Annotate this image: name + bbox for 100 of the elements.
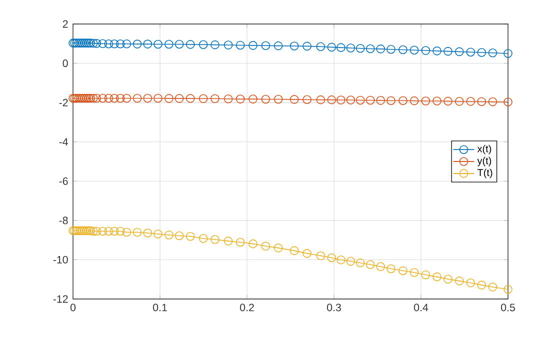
point: [154, 230, 162, 238]
point: [466, 96, 476, 106]
point: [143, 94, 152, 103]
point: [186, 40, 195, 49]
point: [488, 282, 498, 292]
point: [68, 94, 78, 103]
y-tick-label: -2: [59, 98, 68, 106]
point: [398, 96, 408, 106]
point: [504, 284, 512, 294]
point: [316, 42, 326, 51]
point: [366, 96, 375, 105]
point: [386, 264, 396, 274]
point: [88, 226, 98, 236]
point: [76, 226, 86, 236]
point: [164, 230, 174, 240]
point: [454, 47, 464, 56]
point: [198, 234, 208, 243]
point: [122, 94, 132, 103]
point: [290, 42, 299, 50]
point: [224, 236, 233, 246]
point: [210, 235, 220, 244]
point: [224, 40, 233, 50]
point: [248, 94, 258, 104]
y-tick-label: -10: [53, 256, 68, 264]
point: [376, 44, 386, 54]
point: [80, 94, 90, 103]
point: [80, 226, 90, 236]
point: [210, 40, 220, 50]
point: [356, 258, 365, 268]
point: [290, 246, 299, 256]
point: [302, 95, 312, 104]
point: [72, 226, 82, 236]
x-tick-label: 0.4: [414, 304, 428, 312]
point: [154, 40, 162, 49]
point: [174, 94, 184, 103]
point: [488, 48, 498, 58]
point: [327, 42, 336, 52]
point: [290, 95, 299, 104]
point: [72, 38, 82, 48]
point: [74, 94, 84, 103]
point: [98, 39, 108, 48]
point: [432, 96, 442, 106]
point: [398, 45, 408, 54]
point: [444, 274, 452, 284]
point: [466, 278, 476, 288]
point: [78, 38, 87, 48]
x-tick-label: 0.2: [240, 304, 254, 312]
point: [98, 94, 108, 103]
point: [454, 96, 464, 106]
point: [88, 94, 98, 103]
point: [122, 39, 132, 48]
point: [261, 41, 270, 50]
point: [504, 98, 512, 106]
point: [432, 272, 442, 282]
point: [410, 268, 419, 277]
point: [132, 228, 142, 237]
point: [327, 253, 336, 262]
point: [110, 226, 119, 236]
point: [336, 43, 346, 52]
point: [198, 94, 208, 104]
point: [74, 226, 84, 236]
point: [302, 249, 312, 258]
point: [327, 95, 336, 104]
x-tick-label: 0: [70, 304, 76, 312]
point: [70, 94, 80, 103]
point: [336, 96, 346, 104]
point: [68, 226, 78, 236]
point: [78, 94, 87, 103]
point: [488, 97, 498, 106]
point: [92, 94, 102, 103]
point: [421, 96, 430, 106]
y-tick-label: 0: [62, 60, 68, 68]
point: [316, 251, 326, 260]
point: [174, 40, 184, 49]
point: [76, 94, 86, 103]
point: [346, 256, 356, 266]
point: [274, 94, 283, 104]
point: [76, 38, 86, 48]
point: [386, 44, 396, 54]
point: [104, 39, 114, 48]
point: [82, 38, 92, 48]
y-tick-label: -6: [59, 177, 68, 185]
point: [98, 226, 108, 236]
point: [302, 42, 312, 51]
point: [132, 94, 142, 103]
point: [477, 48, 486, 57]
point: [104, 226, 114, 236]
point: [366, 44, 375, 54]
point: [316, 95, 326, 104]
point: [224, 94, 233, 104]
point: [82, 94, 92, 103]
point: [122, 228, 132, 237]
point: [143, 228, 152, 238]
point: [186, 94, 195, 103]
point: [110, 94, 119, 103]
point: [186, 232, 195, 241]
point: [132, 40, 142, 48]
point: [82, 226, 92, 236]
point: [398, 266, 408, 276]
point: [444, 46, 452, 56]
